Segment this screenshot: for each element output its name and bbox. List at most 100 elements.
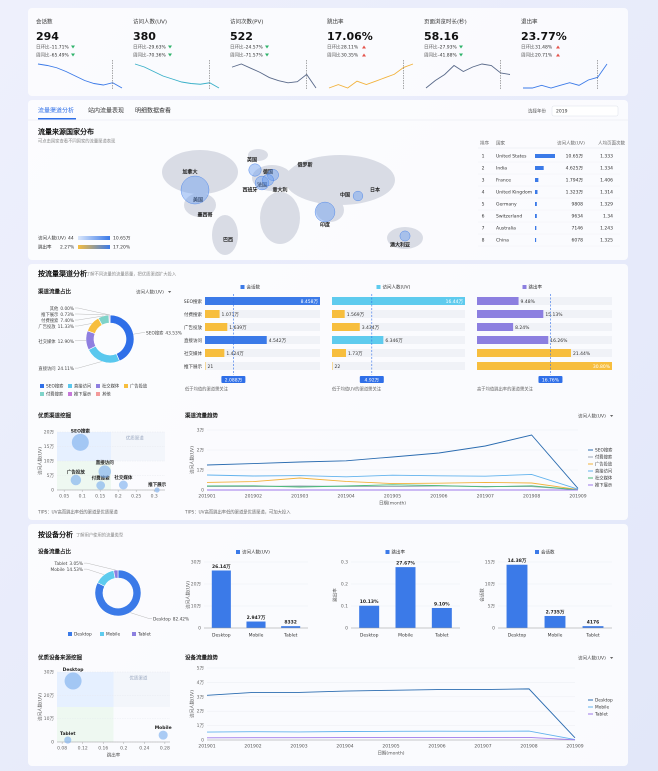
map-label: 中国 bbox=[340, 192, 350, 199]
category-label: SEO搜索 bbox=[184, 298, 203, 305]
bar-value-label: 21 bbox=[208, 364, 214, 370]
bar-value-label: 9.10% bbox=[434, 601, 450, 607]
x-tick-label: Mobile bbox=[398, 633, 413, 639]
legend-label: 付费搜索 bbox=[595, 454, 613, 461]
slice-label: 直接访问 24.11% bbox=[38, 365, 74, 372]
leader-line bbox=[133, 332, 145, 335]
x-tick-label: 201905 bbox=[384, 494, 401, 500]
bar bbox=[332, 297, 465, 305]
kpi-arrow bbox=[168, 45, 172, 49]
table-bar bbox=[535, 226, 537, 230]
bar-value-label: 26.14万 bbox=[212, 563, 231, 570]
bar bbox=[205, 297, 320, 305]
y-tick-label: 1万 bbox=[197, 723, 205, 729]
x-tick-label: Mobile bbox=[249, 633, 264, 639]
map-bubble bbox=[180, 175, 210, 205]
bar-value-label: 22 bbox=[335, 364, 341, 370]
table-cell: 6078 bbox=[572, 238, 584, 244]
table-cell: 6 bbox=[482, 214, 485, 220]
slice-value: 43.53% bbox=[165, 330, 181, 336]
average-badge bbox=[221, 376, 246, 383]
legend-label: 直接访问 bbox=[74, 383, 91, 390]
bar-value-label: 15.13% bbox=[545, 312, 563, 318]
legend-label: 推下展示 bbox=[74, 391, 92, 398]
point-label: Desktop bbox=[63, 667, 85, 673]
y-tick-label: 20万 bbox=[44, 430, 55, 436]
continent bbox=[252, 165, 292, 191]
panel-title: 优质渠道挖掘 bbox=[38, 412, 72, 420]
bar bbox=[477, 297, 519, 305]
year-value: 2019 bbox=[556, 109, 568, 115]
x-tick-label: 201901 bbox=[198, 744, 215, 750]
table-cell: 7 bbox=[482, 226, 485, 232]
dropdown-caret bbox=[168, 291, 172, 293]
map-label: 英国 bbox=[247, 157, 257, 164]
y-tick-label: 30万 bbox=[44, 670, 55, 676]
kpi-change-label: 周同比 bbox=[36, 52, 50, 59]
y-tick-label: 0 bbox=[345, 626, 348, 632]
y-tick-label: 3万 bbox=[197, 428, 205, 434]
kpi-change: -11.71% bbox=[50, 45, 70, 51]
bar-value-label: 14.38万 bbox=[508, 557, 527, 564]
dropdown-caret bbox=[610, 657, 614, 659]
leader-line bbox=[130, 612, 152, 619]
slice-label: 付费搜索 7.40% bbox=[41, 317, 74, 324]
y-tick-label: 10万 bbox=[44, 716, 55, 722]
y-tick-label: 20万 bbox=[44, 693, 55, 699]
slice-category: 广告投放 bbox=[38, 323, 56, 330]
map-bubble bbox=[399, 230, 411, 242]
bar-value-label: 2.947万 bbox=[247, 614, 266, 621]
leader-line bbox=[75, 307, 111, 316]
legend-label: Tablet bbox=[137, 632, 151, 638]
bar-value-label: 8332 bbox=[284, 620, 297, 626]
kpi-value: 58.16 bbox=[424, 30, 459, 43]
slice-label: 其他 0.00% bbox=[50, 305, 74, 312]
x-tick-label: Desktop bbox=[508, 633, 527, 639]
x-tick-label: 0.25 bbox=[131, 494, 141, 500]
map-label: 西班牙 bbox=[242, 187, 257, 194]
slice-value: 0.00% bbox=[60, 306, 74, 312]
bar bbox=[477, 323, 514, 331]
x-tick-label: 201908 bbox=[520, 744, 537, 750]
point-label: Tablet bbox=[60, 731, 76, 737]
section-title: 按流量渠道分析 bbox=[38, 269, 87, 278]
tab-underline bbox=[38, 118, 76, 120]
kpi-arrow bbox=[265, 45, 269, 49]
kpi-change-label: 周同比 bbox=[424, 52, 438, 59]
x-tick-label: 0.28 bbox=[160, 746, 170, 752]
slice-label: SEO搜索 43.53% bbox=[146, 329, 182, 336]
donut-slice bbox=[113, 569, 119, 579]
kpi-value: 23.77% bbox=[521, 30, 567, 43]
map-bubble bbox=[314, 201, 336, 223]
y-axis-label: 跳出率 bbox=[332, 588, 339, 602]
table-cell: 1.314 bbox=[600, 190, 613, 196]
legend-gradient bbox=[78, 245, 110, 249]
table-header: 人均页面次数 bbox=[598, 140, 625, 147]
bar bbox=[281, 626, 301, 628]
bar-value-label: 1.569万 bbox=[347, 312, 365, 318]
table-cell: France bbox=[496, 178, 511, 184]
slice-value: 0.73% bbox=[60, 312, 74, 318]
kpi-arrow bbox=[556, 45, 560, 49]
y-tick-label: 20万 bbox=[191, 582, 202, 588]
bar-value-label: 1.639万 bbox=[229, 325, 247, 331]
kpi-change-label: 日环比 bbox=[327, 44, 341, 51]
y-tick-label: 0 bbox=[492, 626, 495, 632]
legend-min: 2.27% bbox=[60, 245, 75, 251]
legend-swatch bbox=[376, 285, 381, 289]
legend-gradient bbox=[78, 236, 110, 240]
bar-value-label: 27.67% bbox=[396, 561, 415, 567]
category-label: 社交媒体 bbox=[184, 350, 202, 357]
slice-value: 3.05% bbox=[69, 561, 83, 567]
average-badge bbox=[359, 376, 384, 383]
kpi-change-label: 周同比 bbox=[521, 52, 535, 59]
legend-label: 社交媒体 bbox=[595, 475, 613, 482]
bar bbox=[477, 336, 549, 344]
legend-label: 推下展示 bbox=[595, 482, 613, 489]
tips: TIPS：UV高而跳出率低的渠道是优质渠道 bbox=[37, 509, 118, 516]
bar-track bbox=[332, 362, 465, 370]
bar-value-label: 21.44% bbox=[573, 351, 591, 357]
x-tick-label: 201904 bbox=[338, 494, 355, 500]
y-tick-label: 0.1 bbox=[341, 604, 348, 610]
